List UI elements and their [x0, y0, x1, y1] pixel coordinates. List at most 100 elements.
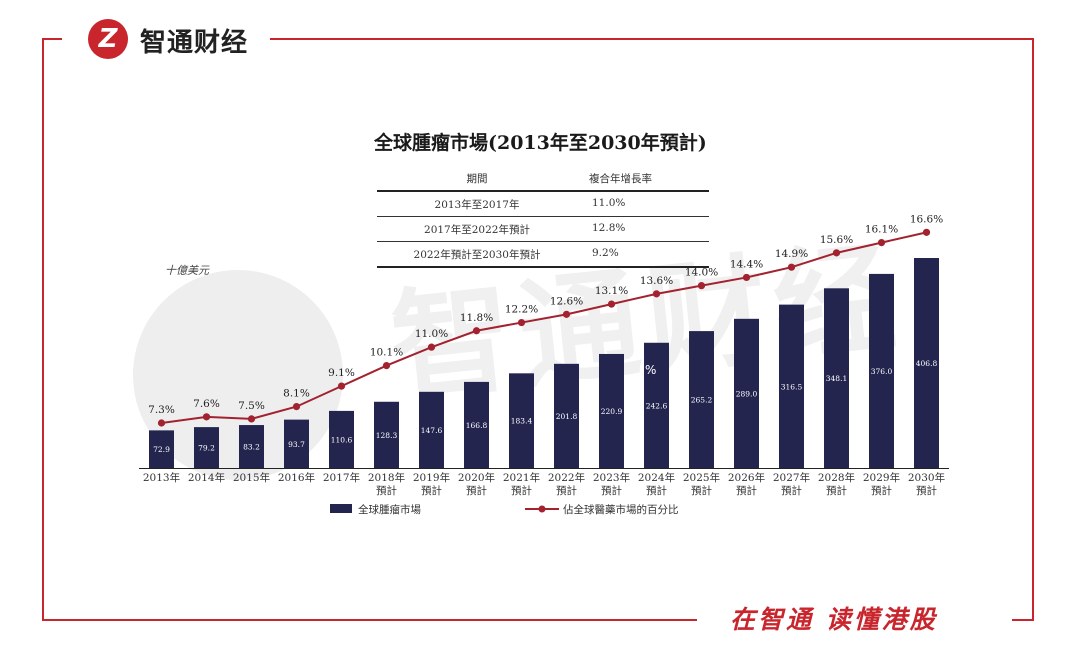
bar-value-label: 242.6: [646, 401, 668, 410]
x-tick-label: 2017年: [323, 471, 360, 484]
cagr-table-rule: [377, 190, 709, 192]
x-tick-label: 2029年: [863, 471, 900, 484]
cagr-table-header: 期間 複合年增長率: [377, 166, 709, 190]
bar: [194, 427, 219, 468]
line-point: [157, 419, 166, 427]
cagr-rate: 11.0%: [592, 197, 626, 209]
line-point: [337, 382, 346, 390]
bar-value-label: 147.6: [421, 426, 443, 435]
line-value-label: 14.9%: [775, 248, 808, 260]
x-tick-label: 預計: [376, 484, 397, 497]
line-point: [607, 300, 616, 308]
line-value-label: 12.2%: [505, 304, 538, 316]
legend-line-swatch: [525, 505, 559, 513]
x-tick-label: 預計: [871, 484, 892, 497]
line-value-label: 13.1%: [595, 285, 628, 297]
line-point: [202, 413, 211, 421]
x-tick-label: 2014年: [188, 471, 225, 484]
x-tick-label: 2020年: [458, 471, 495, 484]
cagr-rate: 12.8%: [592, 222, 626, 234]
x-tick-label: 預計: [781, 484, 802, 497]
bar-value-label: 72.9: [153, 445, 170, 454]
brand-name: 智通财经: [140, 28, 249, 58]
cagr-header-period: 期間: [466, 173, 488, 185]
cagr-period: 2013年至2017年: [434, 199, 520, 211]
x-tick-label: 預計: [601, 484, 622, 497]
cagr-table-row: 2017年至2022年預計 12.8%: [377, 217, 709, 241]
cagr-table-rule: [377, 216, 709, 217]
line-series: [161, 231, 927, 424]
line-point: [427, 343, 436, 351]
bar: [464, 381, 489, 468]
cagr-table-rule: [377, 266, 709, 268]
legend-bar-swatch: [330, 504, 352, 513]
cagr-table-rule: [377, 241, 709, 242]
x-tick-label: 預計: [466, 484, 487, 497]
legend-line-label: 佔全球醫藥市場的百分比: [563, 504, 679, 516]
bar-value-label: 83.2: [243, 443, 260, 452]
cagr-period: 2022年預計至2030年預計: [413, 249, 541, 261]
line-point: [742, 273, 751, 282]
line-point: [652, 290, 661, 298]
bar: [284, 419, 309, 468]
bar-value-label: 201.8: [556, 412, 578, 421]
line-point: [292, 403, 301, 411]
line-value-label: 16.1%: [865, 224, 898, 236]
frame-top-left: [42, 38, 62, 40]
x-tick-label: 2025年: [683, 471, 720, 484]
bar-value-label: 183.4: [511, 417, 533, 426]
bar-value-label: 348.1: [826, 374, 847, 383]
x-tick-label: 2026年: [728, 471, 765, 484]
bar: [599, 353, 624, 468]
x-tick-label: 2019年: [413, 471, 450, 484]
bar: [509, 373, 534, 468]
line-point: [922, 228, 931, 236]
line-value-label: 8.1%: [283, 388, 310, 400]
bar-value-label: 220.9: [601, 407, 623, 416]
x-tick-label: 預計: [556, 484, 577, 497]
chart-title: 全球腫瘤市場(2013年至2030年預計): [374, 132, 707, 154]
x-tick-label: 2021年: [503, 471, 540, 484]
bar: [869, 273, 894, 468]
stray-percent-mark: %: [645, 363, 657, 377]
line-point: [472, 327, 481, 335]
bar-value-label: 166.8: [466, 421, 488, 430]
bar: [644, 342, 669, 468]
line-value-label: 11.8%: [460, 312, 493, 324]
line-point: [517, 318, 526, 327]
line-point: [832, 249, 841, 257]
bar-value-label: 265.2: [691, 396, 713, 405]
bar-value-label: 289.0: [736, 389, 758, 398]
bar-value-label: 79.2: [198, 444, 215, 453]
bar-value-label: 406.8: [916, 359, 938, 368]
line-point: [787, 263, 796, 271]
x-tick-label: 2016年: [278, 471, 315, 484]
line-point: [562, 310, 571, 318]
bar: [374, 401, 399, 468]
line-value-label: 7.5%: [238, 400, 265, 412]
bar: [329, 410, 354, 468]
x-tick-label: 預計: [826, 484, 847, 497]
bar: [824, 288, 849, 468]
x-tick-label: 2028年: [818, 471, 855, 484]
bar: [149, 430, 174, 468]
x-tick-label: 2030年: [908, 471, 945, 484]
x-tick-label: 2024年: [638, 471, 675, 484]
x-tick-label: 預計: [646, 484, 667, 497]
cagr-period: 2017年至2022年預計: [424, 224, 530, 236]
frame-bottom-right: [1012, 619, 1034, 621]
brand-logo-icon: Z: [88, 19, 128, 59]
cagr-rate: 9.2%: [592, 247, 619, 259]
x-tick-label: 預計: [736, 484, 757, 497]
y-unit-label: 十億美元: [165, 264, 209, 277]
bar-value-label: 376.0: [871, 367, 893, 376]
line-value-label: 12.6%: [550, 295, 583, 307]
bar: [239, 425, 264, 468]
cagr-table-row: 2022年預計至2030年預計 9.2%: [377, 242, 709, 266]
line-point: [877, 239, 886, 247]
line-value-label: 7.3%: [148, 404, 175, 416]
frame-bottom-left: [42, 619, 697, 621]
footer-slogan: 在智通 读懂港股: [730, 605, 938, 634]
line-value-label: 10.1%: [370, 347, 403, 359]
x-tick-label: 2015年: [233, 471, 270, 484]
